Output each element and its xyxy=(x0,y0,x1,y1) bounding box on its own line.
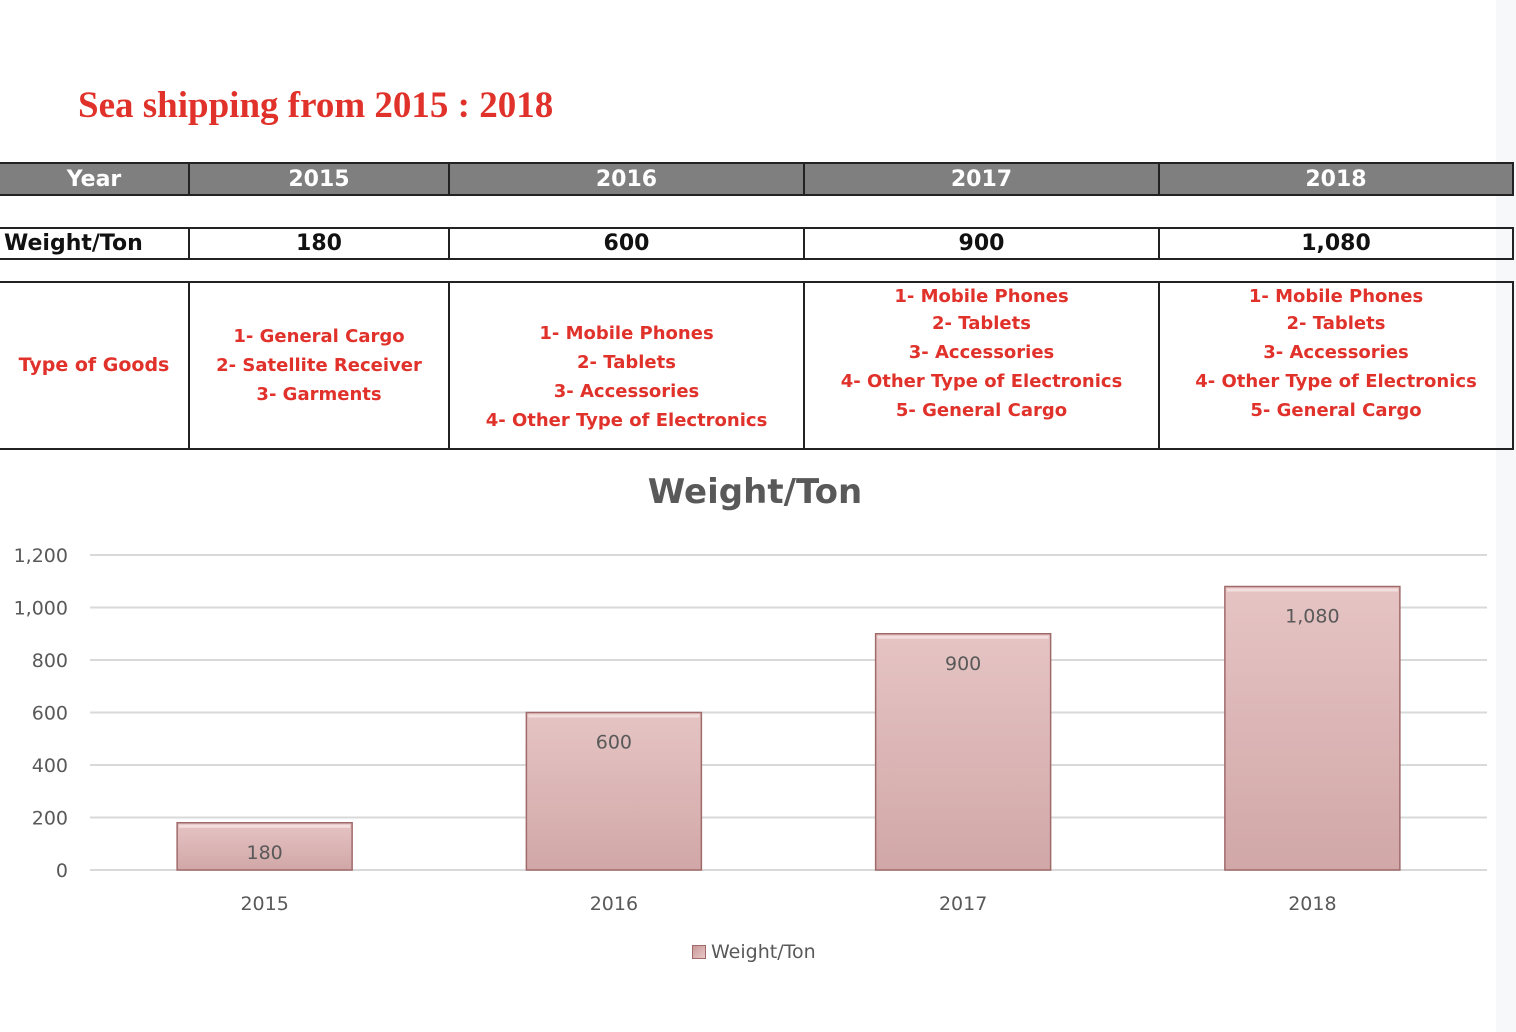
data-label-2015: 180 xyxy=(246,842,282,864)
goods-item: 1- General Cargo xyxy=(233,326,405,347)
x-axis-ticks: 2015 2016 2017 2018 xyxy=(240,893,1336,915)
goods-item: 3- Garments xyxy=(256,384,382,405)
goods-header-cell: Type of Goods xyxy=(0,281,190,450)
data-label-2016: 600 xyxy=(596,732,632,754)
goods-item: 2- Tablets xyxy=(1286,312,1386,334)
goods-list: 1- General Cargo 2- Satellite Receiver 3… xyxy=(216,322,422,409)
bar-highlight xyxy=(877,635,1049,639)
weight-cell-2017: 900 xyxy=(805,227,1160,260)
y-tick-label: 0 xyxy=(56,860,68,882)
goods-item: 2- Tablets xyxy=(577,351,676,373)
weight-row: Weight/Ton 180 600 900 1,080 xyxy=(0,227,1514,260)
year-cell-2018: 2018 xyxy=(1160,162,1514,196)
y-tick-label: 600 xyxy=(32,703,68,725)
year-cell-2017: 2017 xyxy=(805,162,1160,196)
y-tick-label: 1,200 xyxy=(14,545,68,567)
weight-cell-2018: 1,080 xyxy=(1160,227,1514,260)
goods-item: 2- Tablets xyxy=(932,312,1031,334)
y-axis-ticks: 0 200 400 600 800 1,000 1,200 xyxy=(14,545,68,882)
goods-item: 3- Accessories xyxy=(553,380,700,402)
weight-cell-2016: 600 xyxy=(450,227,805,260)
goods-item: 5- General Cargo xyxy=(895,399,1068,421)
goods-row: Type of Goods 1- General Cargo 2- Satell… xyxy=(0,281,1514,450)
page-title: Sea shipping from 2015 : 2018 xyxy=(78,85,554,126)
goods-list: 1- Mobile Phones 2- Tablets 3- Accessori… xyxy=(486,319,768,435)
y-tick-label: 400 xyxy=(32,755,68,777)
x-tick-label: 2018 xyxy=(1288,893,1336,915)
goods-item: 3- Accessories xyxy=(1263,341,1409,363)
y-tick-label: 800 xyxy=(32,650,68,672)
data-label-2017: 900 xyxy=(945,653,981,675)
goods-list: 1- Mobile Phones 2- Tablets 3- Accessori… xyxy=(1195,285,1477,425)
y-tick-label: 1,000 xyxy=(14,598,68,620)
goods-list: 1- Mobile Phones 2- Tablets 3- Accessori… xyxy=(841,285,1123,425)
year-cell-2015: 2015 xyxy=(190,162,450,196)
goods-cell-2018: 1- Mobile Phones 2- Tablets 3- Accessori… xyxy=(1160,281,1514,450)
goods-cell-2017: 1- Mobile Phones 2- Tablets 3- Accessori… xyxy=(805,281,1160,450)
legend-swatch xyxy=(692,945,706,959)
bar-2015 xyxy=(176,822,353,871)
goods-item: 1- Mobile Phones xyxy=(539,322,714,344)
goods-cell-2015: 1- General Cargo 2- Satellite Receiver 3… xyxy=(190,281,450,450)
data-label-2018: 1,080 xyxy=(1285,606,1339,628)
data-labels: 180 600 900 1,080 xyxy=(246,606,1339,864)
bar-chart: 0 200 400 600 800 1,000 1,200 180 600 900 1,080 2… xyxy=(14,545,1487,915)
year-header-cell: Year xyxy=(0,162,190,196)
year-row: Year 2015 2016 2017 2018 xyxy=(0,162,1514,196)
goods-item: 4- Other Type of Electronics xyxy=(485,409,768,431)
goods-item: 4- Other Type of Electronics xyxy=(1195,370,1477,392)
x-tick-label: 2016 xyxy=(590,893,638,915)
chart-legend: Weight/Ton xyxy=(692,941,816,963)
chart-title: Weight/Ton xyxy=(647,472,863,512)
bar-highlight xyxy=(1226,588,1398,592)
goods-cell-2016: 1- Mobile Phones 2- Tablets 3- Accessori… xyxy=(450,281,805,450)
weight-header-cell: Weight/Ton xyxy=(0,227,190,260)
goods-item: 1- Mobile Phones xyxy=(1248,285,1424,307)
goods-item: 1- Mobile Phones xyxy=(894,285,1069,307)
bar-highlight xyxy=(528,714,700,718)
goods-item: 5- General Cargo xyxy=(1250,399,1422,421)
x-tick-label: 2017 xyxy=(939,893,987,915)
y-tick-label: 200 xyxy=(32,808,68,830)
bars xyxy=(176,585,1401,871)
year-cell-2016: 2016 xyxy=(450,162,805,196)
x-tick-label: 2015 xyxy=(240,893,288,915)
bar-highlight xyxy=(179,824,351,828)
weight-cell-2015: 180 xyxy=(190,227,450,260)
goods-item: 2- Satellite Receiver xyxy=(216,355,422,376)
legend-label: Weight/Ton xyxy=(711,941,816,963)
bar-2016 xyxy=(525,711,703,871)
goods-item: 3- Accessories xyxy=(908,341,1055,363)
bar-2018 xyxy=(1224,585,1401,871)
goods-item: 4- Other Type of Electronics xyxy=(840,370,1123,392)
bar-2017 xyxy=(874,633,1052,871)
